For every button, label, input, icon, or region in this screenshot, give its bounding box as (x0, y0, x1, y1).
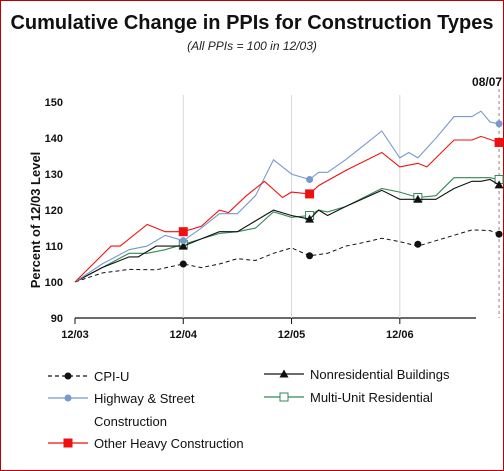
data-point (279, 392, 289, 402)
y-tick-label: 140 (45, 133, 63, 145)
series-nonresidential-buildings (74, 178, 504, 283)
x-tick-label: 12/06 (386, 329, 414, 341)
data-point (414, 240, 422, 248)
series-highway-street-construction (74, 110, 503, 283)
data-point (494, 180, 504, 189)
data-point (306, 252, 314, 260)
legend-label: Nonresidential Buildings (310, 367, 450, 382)
legend-label: Other Heavy Construction (94, 436, 244, 451)
series-cpi-u (74, 229, 503, 283)
data-point (495, 120, 503, 128)
y-tick-label: 120 (45, 205, 63, 217)
legend-label: Multi-Unit Residential (310, 390, 433, 405)
data-point (64, 372, 72, 380)
gridlines: 08/07 (182, 75, 502, 318)
y-tick-label: 150 (45, 97, 63, 109)
chart-subtitle: (All PPIs = 100 in 12/03) (187, 39, 317, 53)
data-point (306, 176, 314, 184)
data-point (178, 227, 188, 237)
data-point (178, 241, 188, 250)
series-line (74, 177, 500, 283)
data-point (413, 194, 423, 203)
series-line (74, 135, 500, 283)
legend-label: Construction (94, 414, 167, 429)
data-point (63, 438, 73, 448)
y-tick-label: 100 (45, 277, 63, 289)
data-point (305, 189, 315, 199)
data-point (494, 137, 504, 147)
legend-label: Highway & Street (94, 391, 195, 406)
data-point (279, 369, 289, 378)
series-line (74, 229, 500, 283)
data-point (495, 230, 503, 238)
date-marker-label: 08/07 (472, 75, 502, 89)
y-tick-label: 90 (51, 313, 63, 325)
y-tick-label: 110 (45, 241, 63, 253)
y-axis-label: Percent of 12/03 Level (28, 152, 43, 289)
data-point (179, 237, 187, 245)
data-point (305, 214, 315, 223)
x-tick-label: 12/03 (61, 329, 89, 341)
series-line (74, 110, 500, 283)
series-other-heavy-construction (74, 135, 504, 283)
x-tick-label: 12/04 (170, 329, 198, 341)
data-point (64, 394, 72, 402)
legend-label: CPI-U (94, 369, 129, 384)
legend: CPI-U Nonresidential Buildings Highway & S… (48, 367, 450, 451)
chart-title: Cumulative Change in PPIs for Constructi… (10, 12, 493, 34)
axes: 90 100 110 120 130 140 150 12/03 12/04 12/05 12/06 (45, 97, 476, 341)
series-layer (74, 110, 504, 283)
series-multi-unit-residential (74, 175, 504, 283)
data-point (179, 260, 187, 268)
x-tick-label: 12/05 (278, 329, 306, 341)
y-tick-label: 130 (45, 169, 63, 181)
